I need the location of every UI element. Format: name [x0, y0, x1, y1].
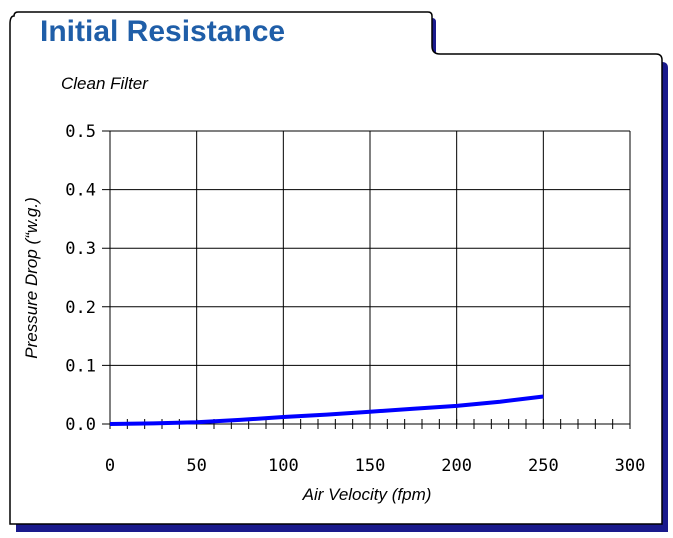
y-tick-label: 0.5: [65, 122, 96, 142]
chart-subtitle: Clean Filter: [61, 74, 148, 93]
series-group: [109, 394, 544, 426]
y-tick-label: 0.0: [65, 415, 96, 435]
y-axis-title: Pressure Drop (“w.g.): [22, 197, 41, 359]
y-tick-label: 0.1: [65, 356, 96, 376]
grid-lines: [102, 130, 631, 425]
chart-title: Initial Resistance: [40, 15, 286, 48]
y-tick-label: 0.4: [65, 181, 96, 201]
y-tick-labels: 0.0 0.1 0.2 0.3 0.4 0.5: [65, 122, 96, 435]
x-tick-label: 250: [528, 456, 559, 476]
x-tick-label: 0: [105, 456, 115, 476]
x-tick-labels: 0 50 100 150 200 250 300: [105, 456, 645, 476]
y-tick-label: 0.3: [65, 239, 96, 259]
x-tick-label: 200: [441, 456, 472, 476]
y-tick-label: 0.2: [65, 298, 96, 318]
x-tick-label: 50: [186, 456, 206, 476]
x-tick-label: 300: [615, 456, 646, 476]
x-tick-label: 150: [355, 456, 386, 476]
series-line: [109, 394, 544, 426]
frame-border: [9, 11, 663, 525]
x-axis-title: Air Velocity (fpm): [302, 485, 432, 504]
x-tick-label: 100: [268, 456, 299, 476]
